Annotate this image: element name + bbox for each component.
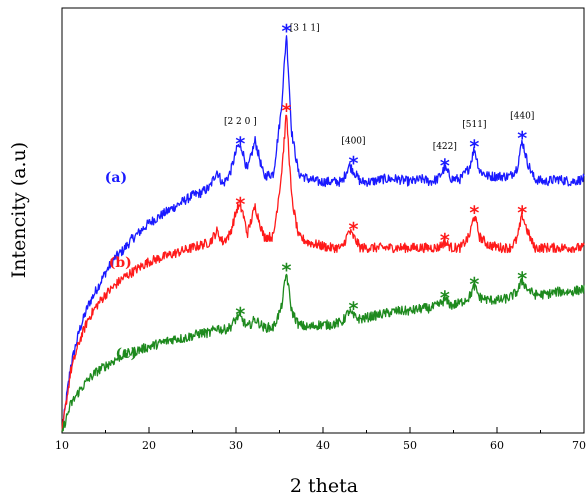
x-tick-label: 60	[490, 439, 504, 452]
peak-marker: *	[281, 260, 291, 282]
x-tick-label: 50	[403, 439, 417, 452]
y-axis-title: Intencity (a.u)	[8, 142, 30, 278]
plot-frame	[61, 7, 585, 434]
peak-marker: *	[348, 218, 358, 240]
peak-marker: *	[281, 100, 291, 122]
peak-index-label: [3 1 1]	[290, 24, 320, 34]
peak-marker: *	[348, 298, 358, 320]
series-line-3	[61, 273, 585, 433]
peak-marker: *	[469, 202, 479, 224]
peak-marker: *	[281, 20, 291, 42]
x-tick-label: 30	[229, 439, 243, 452]
peak-index-label: [422]	[433, 142, 457, 152]
peak-marker: *	[235, 133, 245, 155]
peak-marker: *	[469, 136, 479, 158]
peak-index-label: [440]	[510, 112, 534, 122]
peak-marker: *	[440, 229, 450, 251]
series-labels: (a) (b) (c)	[105, 170, 137, 362]
series-label: (b)	[109, 255, 132, 271]
series-label: (c)	[115, 346, 137, 362]
peak-marker: *	[235, 304, 245, 326]
peak-marker: *	[348, 152, 358, 174]
peak-marker: *	[469, 273, 479, 295]
x-tick-label: 70	[572, 439, 586, 452]
peak-marker: *	[440, 287, 450, 309]
peak-annotations: [2 2 0 ] [3 1 1] [400] [422] [511] [440]	[224, 24, 534, 152]
x-tick-label: 10	[55, 439, 69, 452]
series-line-2	[61, 114, 585, 433]
x-axis-ticks: 10 20 30 40 50 60 70	[55, 427, 586, 452]
peak-marker: *	[517, 202, 527, 224]
series-label: (a)	[105, 170, 127, 186]
x-tick-label: 20	[142, 439, 156, 452]
x-axis-title: 2 theta	[290, 475, 358, 497]
series-line-1	[61, 35, 585, 433]
peak-index-label: [400]	[341, 136, 365, 146]
series-layer	[61, 35, 585, 433]
peak-index-label: [2 2 0 ]	[224, 117, 257, 127]
peak-marker: *	[517, 268, 527, 290]
peak-markers: * * * * * * * * * * * * * * * * * *	[235, 20, 527, 325]
x-tick-label: 40	[316, 439, 330, 452]
peak-index-label: [511]	[462, 120, 486, 130]
peak-marker: *	[517, 128, 527, 150]
peak-marker: *	[235, 194, 245, 216]
peak-marker: *	[440, 155, 450, 177]
